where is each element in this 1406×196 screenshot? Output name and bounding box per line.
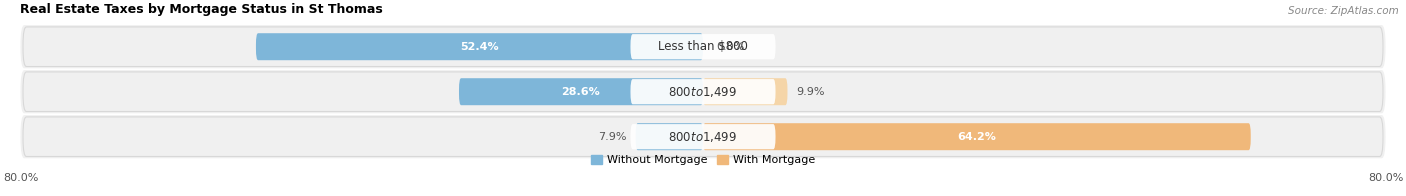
Text: 0.0%: 0.0%: [716, 42, 744, 52]
FancyBboxPatch shape: [703, 123, 1251, 150]
FancyBboxPatch shape: [630, 124, 776, 149]
FancyBboxPatch shape: [458, 78, 703, 105]
Text: Real Estate Taxes by Mortgage Status in St Thomas: Real Estate Taxes by Mortgage Status in …: [21, 3, 384, 16]
Text: 64.2%: 64.2%: [957, 132, 997, 142]
FancyBboxPatch shape: [21, 115, 1385, 158]
FancyBboxPatch shape: [630, 34, 776, 59]
FancyBboxPatch shape: [703, 78, 787, 105]
Text: 28.6%: 28.6%: [561, 87, 600, 97]
Legend: Without Mortgage, With Mortgage: Without Mortgage, With Mortgage: [586, 150, 820, 170]
FancyBboxPatch shape: [21, 25, 1385, 68]
Text: 7.9%: 7.9%: [599, 132, 627, 142]
Text: Less than $800: Less than $800: [658, 40, 748, 53]
FancyBboxPatch shape: [636, 123, 703, 150]
Text: 9.9%: 9.9%: [796, 87, 824, 97]
FancyBboxPatch shape: [256, 33, 703, 60]
Text: $800 to $1,499: $800 to $1,499: [668, 130, 738, 144]
Text: Source: ZipAtlas.com: Source: ZipAtlas.com: [1288, 6, 1399, 16]
FancyBboxPatch shape: [21, 70, 1385, 113]
Text: 52.4%: 52.4%: [460, 42, 499, 52]
FancyBboxPatch shape: [630, 79, 776, 104]
Text: $800 to $1,499: $800 to $1,499: [668, 85, 738, 99]
